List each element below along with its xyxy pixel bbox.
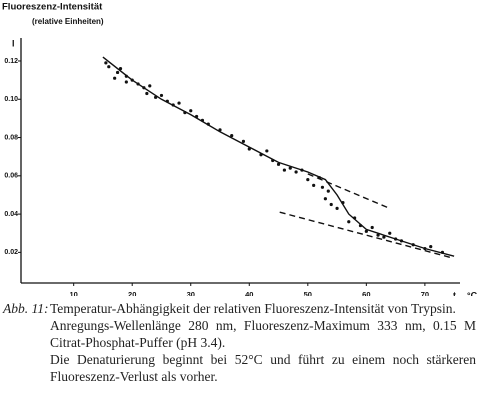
y-axis-unit: (relative Einheiten)	[32, 17, 104, 26]
data-point	[312, 183, 316, 187]
data-point	[145, 91, 149, 96]
caption: Abb. 11: Temperatur-Abhängigkeit der rel…	[0, 300, 476, 385]
x-tick-label: 10	[70, 290, 78, 296]
data-point	[388, 231, 392, 235]
data-point	[429, 245, 433, 249]
data-point	[115, 70, 120, 75]
y-tick-label: 0.12	[4, 58, 18, 65]
caption-paragraph: Temperatur-Abhängigkeit der relativen Fl…	[50, 301, 456, 316]
data-point	[347, 220, 351, 224]
data-point	[326, 189, 330, 193]
x-tick-label: 50	[304, 290, 312, 296]
y-tick-label: 0.02	[4, 249, 18, 256]
data-point	[241, 139, 246, 143]
data-point	[323, 197, 327, 201]
data-point	[159, 93, 164, 98]
y-tick-label: 0.08	[4, 134, 18, 141]
fitted-curve	[102, 56, 455, 257]
y-tick-label: 0.10	[4, 96, 18, 103]
data-point	[364, 229, 368, 233]
data-point	[320, 185, 325, 189]
data-point	[282, 168, 286, 172]
data-point	[294, 170, 298, 174]
y-axis-symbol: I	[12, 38, 15, 48]
chart: Fluoreszenz-Intensität (relative Einheit…	[2, 2, 478, 296]
data-point	[288, 166, 292, 170]
x-tick-label: 70	[421, 290, 429, 296]
x-tick-label: 40	[245, 290, 253, 296]
data-point	[276, 162, 281, 166]
caption-label: Abb. 11:	[3, 301, 49, 316]
x-tick-label: 20	[128, 290, 136, 296]
data-point	[177, 101, 181, 105]
extrapolation-line	[279, 211, 454, 259]
x-axis-label: t	[453, 290, 456, 296]
data-point	[382, 235, 386, 239]
caption-paragraph: Die Denaturierung beginnt bei 52°C und f…	[50, 352, 476, 384]
data-point	[124, 80, 128, 84]
data-point	[335, 206, 339, 210]
data-point	[230, 134, 234, 138]
data-point	[376, 233, 380, 237]
x-tick-label: 30	[187, 290, 195, 296]
data-point	[148, 84, 152, 88]
y-axis-label: Fluoreszenz-Intensität	[2, 2, 103, 13]
y-tick-label: 0.04	[4, 211, 18, 218]
data-point	[113, 76, 117, 80]
data-point	[370, 225, 374, 230]
data-point	[189, 109, 193, 113]
y-tick-label: 0.06	[4, 173, 18, 180]
data-point	[104, 61, 108, 65]
data-point	[265, 149, 269, 153]
data-point	[329, 202, 333, 207]
x-axis-unit: °C	[467, 290, 478, 296]
extrapolation-line	[307, 173, 391, 210]
data-point	[107, 65, 111, 69]
caption-paragraph: Anregungs-Wellenlänge 280 nm, Fluoreszen…	[50, 318, 476, 350]
x-tick-label: 60	[362, 290, 370, 296]
caption-body: Temperatur-Abhängigkeit der relativen Fl…	[50, 300, 476, 385]
data-point	[306, 178, 310, 182]
